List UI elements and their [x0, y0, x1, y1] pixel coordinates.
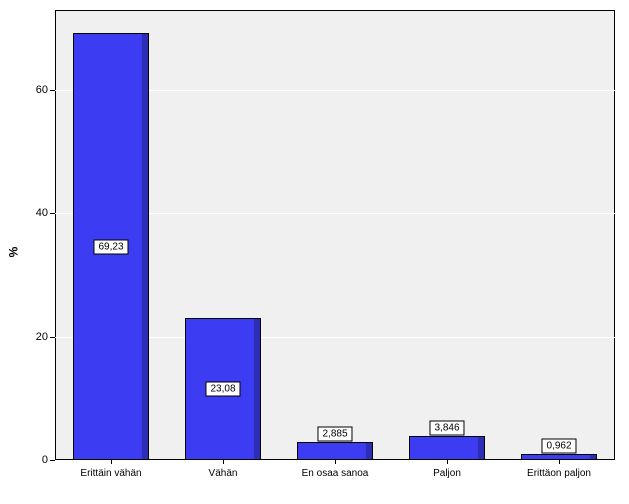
bar	[409, 436, 485, 460]
bar-value-label: 2,885	[317, 427, 352, 442]
bar-value-label: 23,08	[205, 381, 240, 396]
bar	[297, 442, 373, 460]
x-tick-label: En osaa sanoa	[302, 468, 369, 479]
chart-container: % 0204060 69,2323,082,8853,8460,962 Erit…	[0, 0, 629, 504]
y-tick-label: 20	[36, 331, 48, 343]
bar-value-label: 0,962	[541, 439, 576, 454]
x-tick-label: Vähän	[209, 468, 238, 479]
bar-value-label: 69,23	[93, 239, 128, 254]
x-tick-label: Paljon	[433, 468, 461, 479]
x-tick-label: Erittäon paljon	[527, 468, 591, 479]
bars-group: 69,23 23,08 2,885 3,846 0,962	[55, 10, 615, 460]
y-tick-label: 0	[42, 454, 48, 466]
bar-value-label: 3,846	[429, 421, 464, 436]
y-tick-label: 60	[36, 84, 48, 96]
y-ticks: 0204060	[0, 10, 50, 460]
y-tick-label: 40	[36, 207, 48, 219]
x-tick-label: Erittäin vähän	[80, 468, 141, 479]
